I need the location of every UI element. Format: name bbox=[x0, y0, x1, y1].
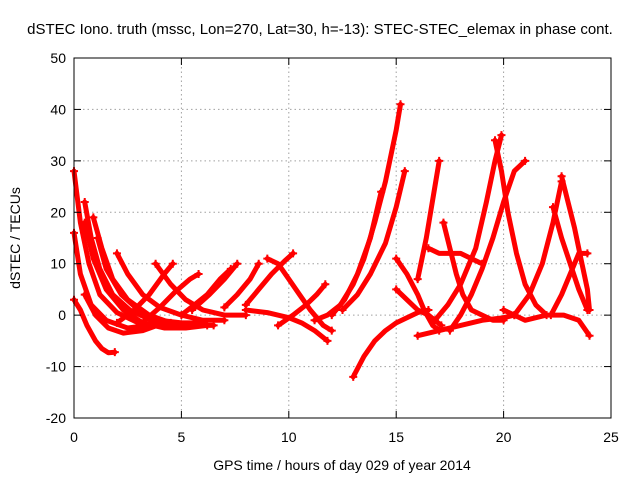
plus-marker bbox=[327, 311, 336, 320]
x-tick-label: 0 bbox=[70, 429, 78, 445]
plus-marker bbox=[396, 100, 405, 109]
series-arc23 bbox=[350, 307, 431, 380]
plus-marker bbox=[424, 244, 433, 253]
tick-layer: 0 5 10 15 20 25 -20 -10 0 10 20 30 40 50 bbox=[46, 50, 619, 445]
series-arc30 bbox=[492, 137, 550, 318]
plus-marker bbox=[521, 156, 530, 165]
series-arc16 bbox=[243, 250, 296, 308]
series-arc12 bbox=[142, 271, 202, 323]
plus-marker bbox=[80, 290, 89, 299]
plus-marker bbox=[491, 136, 500, 145]
plus-marker bbox=[585, 331, 594, 340]
x-tick-label: 25 bbox=[603, 429, 619, 445]
plus-marker bbox=[112, 318, 121, 327]
series-arc7 bbox=[95, 235, 206, 326]
plus-marker bbox=[151, 259, 160, 268]
series-layer bbox=[70, 100, 594, 381]
plus-marker bbox=[80, 218, 89, 227]
series-arc18 bbox=[243, 307, 330, 344]
plus-marker bbox=[338, 306, 347, 314]
series-arc24 bbox=[393, 256, 442, 334]
chart-title: dSTEC Iono. truth (mssc, Lon=270, Lat=30… bbox=[27, 21, 613, 38]
series-arc6 bbox=[82, 220, 210, 331]
plus-marker bbox=[110, 348, 119, 357]
y-axis-label: dSTEC / TECUs bbox=[7, 187, 23, 289]
plot-frame bbox=[73, 57, 612, 419]
plus-marker bbox=[392, 254, 401, 263]
plus-marker bbox=[413, 275, 422, 284]
plus-marker bbox=[140, 316, 149, 325]
series-arc37 bbox=[415, 312, 517, 339]
y-tick-label: -10 bbox=[46, 359, 66, 375]
plus-marker bbox=[289, 249, 298, 258]
y-tick-label: 20 bbox=[50, 204, 66, 220]
plus-marker bbox=[93, 234, 102, 242]
series-arc36 bbox=[550, 204, 590, 313]
y-tick-label: -20 bbox=[46, 410, 66, 426]
series-arc35 bbox=[559, 173, 592, 313]
series-arc26 bbox=[415, 158, 442, 282]
y-tick-label: 50 bbox=[50, 50, 66, 66]
series-arc17 bbox=[264, 256, 335, 334]
plus-marker bbox=[327, 326, 336, 335]
plus-marker bbox=[510, 311, 519, 320]
y-tick-label: 30 bbox=[50, 153, 66, 169]
plus-marker bbox=[377, 187, 386, 196]
plus-marker bbox=[497, 131, 506, 140]
series-arc10 bbox=[114, 261, 176, 326]
plus-marker bbox=[263, 254, 272, 263]
series-arc15 bbox=[221, 261, 262, 310]
series-arc29 bbox=[432, 132, 504, 323]
series-arc32 bbox=[501, 307, 592, 339]
y-tick-label: 0 bbox=[58, 307, 66, 323]
plus-marker bbox=[323, 336, 332, 345]
plus-marker bbox=[233, 259, 242, 268]
y-tick-label: 40 bbox=[50, 101, 66, 117]
plus-marker bbox=[557, 172, 566, 181]
plus-marker bbox=[435, 156, 444, 165]
plus-marker bbox=[392, 285, 401, 294]
plus-marker bbox=[549, 203, 558, 212]
plus-marker bbox=[188, 306, 197, 314]
plus-marker bbox=[80, 198, 89, 206]
series-arc19 bbox=[275, 281, 328, 328]
plus-marker bbox=[546, 311, 555, 320]
series-arc33 bbox=[511, 178, 565, 318]
y-tick-label: 10 bbox=[50, 256, 66, 272]
plus-marker bbox=[274, 321, 283, 330]
plus-marker bbox=[430, 316, 439, 325]
plus-marker bbox=[241, 306, 250, 314]
x-tick-label: 10 bbox=[281, 429, 297, 445]
x-tick-label: 5 bbox=[178, 429, 186, 445]
plus-marker bbox=[254, 259, 263, 268]
plus-marker bbox=[112, 249, 121, 258]
series-arc31 bbox=[447, 158, 528, 334]
plus-marker bbox=[168, 259, 177, 268]
x-tick-label: 15 bbox=[388, 429, 404, 445]
plus-marker bbox=[194, 270, 203, 278]
series-arc21 bbox=[329, 189, 384, 318]
plus-marker bbox=[160, 318, 169, 327]
series-arc14 bbox=[189, 261, 240, 313]
series-arc8 bbox=[82, 292, 167, 336]
series-arc22 bbox=[340, 168, 408, 313]
plus-marker bbox=[220, 303, 229, 312]
plus-marker bbox=[413, 331, 422, 340]
plus-marker bbox=[583, 306, 592, 314]
plus-marker bbox=[177, 311, 186, 320]
plus-marker bbox=[220, 316, 229, 325]
series-arc1 bbox=[71, 297, 118, 356]
plus-marker bbox=[583, 249, 592, 258]
x-axis-label: GPS time / hours of day 029 of year 2014 bbox=[213, 457, 471, 473]
plus-marker bbox=[439, 218, 448, 227]
grid-layer bbox=[74, 58, 611, 418]
plus-marker bbox=[400, 167, 409, 176]
x-tick-label: 20 bbox=[496, 429, 512, 445]
plus-marker bbox=[310, 316, 319, 325]
plus-marker bbox=[499, 306, 508, 314]
plus-marker bbox=[349, 372, 358, 381]
plus-marker bbox=[89, 213, 98, 222]
plus-marker bbox=[321, 280, 330, 289]
